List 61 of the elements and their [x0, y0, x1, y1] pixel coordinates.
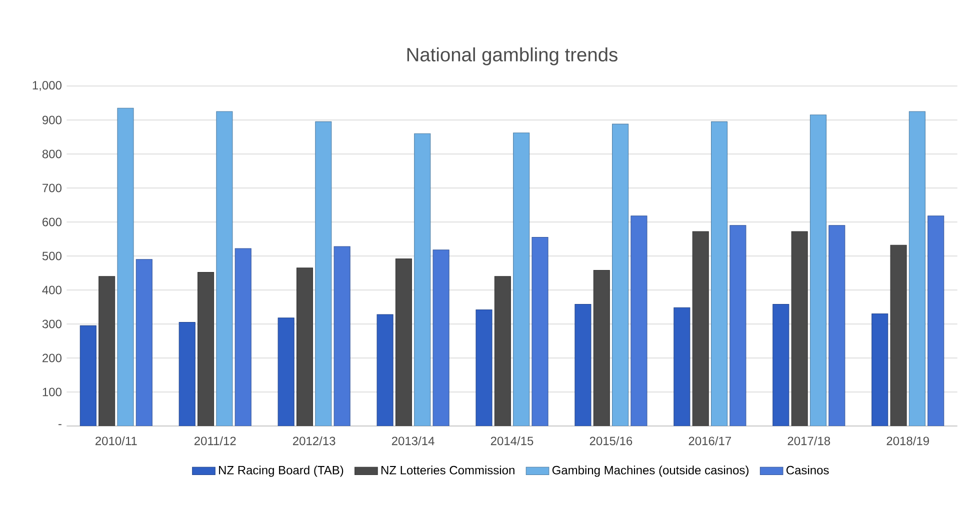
bar: [692, 231, 709, 426]
bar: [494, 276, 511, 426]
legend-label: NZ Lotteries Commission: [381, 466, 514, 474]
y-tick-label: 900: [42, 116, 62, 124]
y-tick-label: 1,000: [32, 81, 62, 91]
y-tick-label: 100: [42, 388, 62, 396]
y-tick-label: 700: [42, 184, 62, 192]
x-tick-label: 2012/13: [292, 436, 336, 446]
bar: [828, 225, 846, 426]
bar: [234, 248, 252, 426]
y-tick-label: -: [58, 424, 62, 426]
bar: [772, 304, 790, 426]
x-tick-label: 2015/16: [590, 436, 632, 446]
bar: [334, 246, 350, 426]
y-tick-label: 200: [42, 354, 62, 362]
legend-label: NZ Racing Board (TAB): [219, 466, 344, 477]
bar: [872, 314, 888, 426]
x-tick-label: 2013/14: [392, 436, 434, 446]
bar: [198, 272, 214, 426]
bar: [136, 259, 152, 426]
bar: [730, 225, 746, 426]
bar: [80, 325, 96, 426]
bar: [98, 276, 116, 426]
bar: [315, 121, 332, 426]
y-tick-label: 800: [42, 150, 62, 158]
bar: [674, 307, 690, 426]
y-tick-label: 400: [42, 286, 62, 294]
bar: [593, 270, 610, 426]
bar: [216, 111, 233, 426]
bar: [513, 132, 530, 426]
x-tick-label: 2016/17: [688, 436, 731, 446]
bar: [791, 231, 808, 426]
legend-label: Casinos: [786, 466, 829, 474]
x-tick-label: 2018/19: [886, 436, 929, 446]
chart-title: National gambling trends: [407, 47, 618, 66]
x-tick-label: 2017/18: [788, 436, 830, 446]
bar: [890, 244, 907, 426]
y-tick-label: 500: [42, 252, 62, 260]
bar: [630, 216, 648, 426]
bar: [476, 309, 492, 426]
y-tick-label: 300: [42, 320, 62, 328]
bar: [612, 124, 629, 426]
bar: [928, 216, 944, 426]
x-tick-label: 2011/12: [194, 436, 236, 446]
bar: [178, 322, 196, 426]
legend-label: Gambing Machines (outside casinos): [552, 466, 748, 477]
bar: [296, 268, 314, 426]
bar: [574, 304, 592, 426]
x-tick-label: 2010/11: [96, 436, 137, 446]
bar: [810, 114, 826, 426]
bar: [376, 314, 394, 426]
y-tick-label: 600: [42, 218, 62, 226]
bar: [278, 318, 294, 426]
bar: [414, 133, 431, 426]
x-tick-label: 2014/15: [490, 436, 534, 446]
bar: [908, 111, 926, 426]
bar: [532, 237, 548, 426]
bar: [432, 250, 450, 426]
bar: [117, 108, 134, 426]
bar: [395, 258, 412, 426]
bar: [710, 121, 728, 426]
